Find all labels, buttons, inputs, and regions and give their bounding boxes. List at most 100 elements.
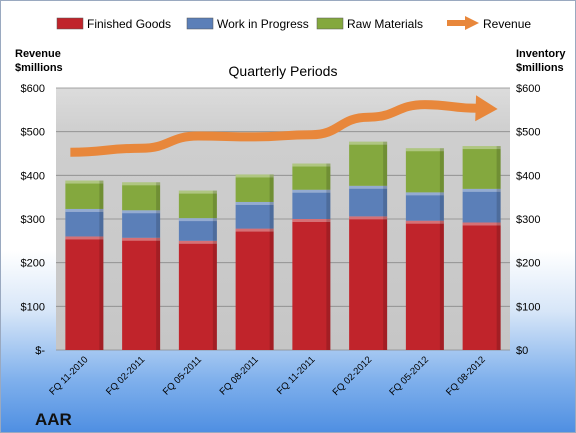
- bar-segment-shade: [439, 148, 444, 193]
- bar-segment-highlight: [462, 222, 501, 226]
- legend-label: Work in Progress: [217, 17, 309, 31]
- bar-segment-highlight: [292, 163, 331, 167]
- bar-segment-shade: [269, 201, 274, 229]
- revenue-line-path: [70, 100, 478, 157]
- bar-segment-shade: [383, 185, 388, 217]
- x-tick-label: FQ 08-2011: [218, 354, 261, 397]
- legend-swatch: [56, 17, 84, 30]
- bar-segment-shade: [326, 163, 331, 190]
- bar-segment-shade: [212, 240, 217, 350]
- bar-segment-highlight: [235, 201, 274, 205]
- bar-segment-shade: [99, 236, 104, 350]
- legend-swatch: [316, 17, 344, 30]
- right-tick-label: $300: [516, 214, 540, 226]
- x-tick-label: FQ 05-2011: [161, 354, 204, 397]
- x-tick-label: FQ 05-2012: [387, 354, 431, 398]
- bar-segment: [235, 201, 274, 229]
- left-tick-label: $-: [35, 345, 45, 357]
- bar-segment-highlight: [349, 141, 388, 145]
- bar-segment-highlight: [405, 148, 444, 152]
- legend-arrow-head: [465, 16, 479, 30]
- bar-segment-shade: [496, 222, 501, 350]
- bar-stacks: [65, 141, 501, 350]
- left-axis-title: $millions: [15, 62, 63, 74]
- bar-segment-highlight: [405, 192, 444, 196]
- bar-segment-shade: [156, 182, 161, 211]
- bar-segment-shade: [212, 218, 217, 241]
- bar-segment: [178, 218, 217, 241]
- bar-segment-highlight: [122, 182, 161, 186]
- legend: Finished Goods Work in Progress Raw Materi…: [56, 16, 531, 31]
- bar-segment-highlight: [65, 208, 104, 212]
- bar-segment: [178, 190, 217, 219]
- bar-segment-shade: [326, 219, 331, 350]
- bar-segment: [349, 185, 388, 217]
- left-tick-label: $300: [21, 214, 45, 226]
- bar-segment: [122, 210, 161, 238]
- company-label: AAR: [35, 410, 72, 429]
- bar-segment: [405, 148, 444, 193]
- bar-segment-shade: [269, 228, 274, 350]
- bar-segment: [65, 208, 104, 237]
- bar-segment-highlight: [405, 220, 444, 224]
- x-axis-labels: FQ 11-2010 FQ 02-2011 FQ 05-2011 FQ 08-2011…: [47, 354, 487, 398]
- legend-label: Finished Goods: [87, 17, 171, 31]
- bar-segment: [405, 220, 444, 350]
- bar-segment-shade: [439, 192, 444, 221]
- bar-segment-shade: [212, 190, 217, 219]
- right-axis-title: $millions: [516, 62, 564, 74]
- chart-title: Quarterly Periods: [229, 63, 338, 79]
- bar-segment: [462, 146, 501, 189]
- bar-segment-highlight: [462, 146, 501, 150]
- bar-segment: [235, 228, 274, 350]
- left-tick-label: $400: [21, 170, 45, 182]
- bar-segment-shade: [383, 216, 388, 350]
- bar-segment: [349, 141, 388, 186]
- right-tick-label: $500: [516, 127, 540, 139]
- right-tick-label: $100: [516, 301, 540, 313]
- bar-segment: [292, 219, 331, 350]
- bar-segment-highlight: [178, 190, 217, 194]
- bar-segment: [65, 236, 104, 350]
- bar-segment-shade: [99, 208, 104, 237]
- bar-segment-highlight: [122, 210, 161, 214]
- bar-segment: [178, 240, 217, 350]
- right-tick-label: $0: [516, 345, 528, 357]
- bar-segment: [122, 237, 161, 350]
- x-tick-label: FQ 02-2011: [104, 354, 147, 397]
- revenue-arrow-head: [475, 95, 498, 122]
- x-tick-label: FQ 11-2011: [275, 354, 318, 397]
- left-tick-label: $500: [21, 127, 45, 139]
- bar-segment: [122, 182, 161, 211]
- bar-segment-highlight: [349, 216, 388, 220]
- bar-segment-shade: [156, 210, 161, 238]
- right-tick-label: $600: [516, 83, 540, 95]
- left-tick-label: $100: [21, 301, 45, 313]
- revenue-line: [70, 95, 498, 157]
- bar-segment: [349, 216, 388, 350]
- bar-segment: [405, 192, 444, 221]
- x-tick-label: FQ 08-2012: [444, 354, 488, 398]
- bar-segment-highlight: [349, 185, 388, 189]
- legend-label: Revenue: [483, 17, 531, 31]
- bar-segment: [235, 174, 274, 202]
- bar-segment-highlight: [235, 174, 274, 178]
- bar-segment-highlight: [65, 180, 104, 184]
- bar-segment-highlight: [235, 228, 274, 232]
- bar-segment-shade: [269, 174, 274, 202]
- bar-segment: [292, 163, 331, 190]
- bar-segment: [65, 180, 104, 209]
- bar-segment: [462, 188, 501, 223]
- legend-swatch: [186, 17, 214, 30]
- bar-segment-highlight: [122, 237, 161, 241]
- left-tick-label: $600: [21, 83, 45, 95]
- bar-segment-shade: [326, 189, 331, 219]
- bar-segment-shade: [496, 146, 501, 189]
- plot-highlight: [56, 88, 510, 133]
- right-axis-title: Inventory: [516, 48, 566, 60]
- bar-segment-shade: [99, 180, 104, 209]
- bar-segment-highlight: [65, 236, 104, 240]
- legend-label: Raw Materials: [347, 17, 423, 31]
